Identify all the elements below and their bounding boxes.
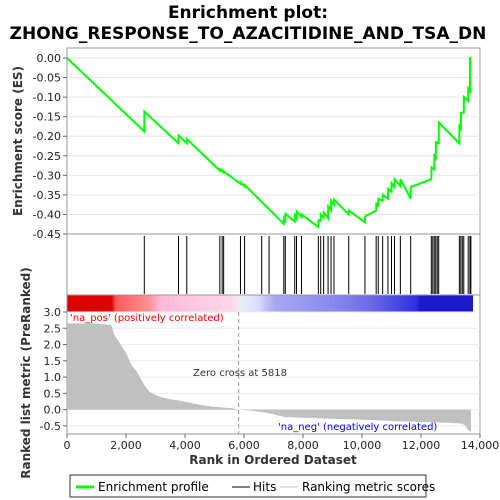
es-tick-label: -0.40 bbox=[33, 208, 61, 221]
es-tick-label: -0.15 bbox=[33, 111, 61, 124]
metric-y-ticks: 3.0 2.5 2.0 1.5 1.0 0.5 0.0 -0.5 bbox=[40, 306, 67, 433]
rank-color-bar-end bbox=[473, 295, 480, 312]
legend-enrichment-label: Enrichment profile bbox=[98, 480, 209, 494]
es-tick-label: -0.30 bbox=[33, 169, 61, 182]
es-panel-frame bbox=[66, 47, 481, 235]
hits-panel-frame bbox=[66, 233, 481, 296]
metric-tick-label: 1.5 bbox=[44, 355, 62, 368]
x-axis-label: Rank in Ordered Dataset bbox=[189, 453, 357, 467]
es-tick-label: -0.25 bbox=[33, 150, 61, 163]
legend: Enrichment profile Hits Ranking metric s… bbox=[69, 474, 435, 498]
es-panel: 0.00 -0.05 -0.10 -0.15 -0.20 -0.25 -0.30 -0.35 -… bbox=[11, 47, 481, 241]
metric-tick-label: 3.0 bbox=[44, 306, 62, 319]
es-y-ticks: 0.00 -0.05 -0.10 -0.15 -0.20 -0.25 -0.30 -0.35 -… bbox=[33, 52, 67, 241]
x-tick-label: 6,000 bbox=[228, 439, 260, 452]
es-tick-label: -0.05 bbox=[33, 72, 61, 85]
es-tick-label: -0.35 bbox=[33, 189, 61, 202]
x-tick-label: 10,000 bbox=[343, 439, 382, 452]
metric-tick-label: 2.0 bbox=[44, 339, 62, 352]
legend-hits-label: Hits bbox=[253, 480, 276, 494]
metric-tick-label: 2.5 bbox=[44, 322, 62, 335]
metric-y-axis-label: Ranked list metric (PreRanked) bbox=[19, 267, 33, 479]
es-y-axis-label: Enrichment score (ES) bbox=[11, 66, 25, 216]
x-tick-label: 12,000 bbox=[402, 439, 441, 452]
es-tick-label: -0.45 bbox=[33, 228, 61, 241]
chart-title-line1: Enrichment plot: bbox=[168, 3, 328, 23]
es-tick-label: -0.20 bbox=[33, 130, 61, 143]
metric-tick-label: 0.0 bbox=[44, 404, 62, 417]
zero-cross-label: Zero cross at 5818 bbox=[193, 368, 287, 379]
rank-color-bar bbox=[67, 295, 473, 312]
es-tick-label: -0.10 bbox=[33, 91, 61, 104]
x-tick-label: 0 bbox=[64, 439, 71, 452]
negative-correlation-label: 'na_neg' (negatively correlated) bbox=[278, 422, 437, 433]
x-tick-label: 14,000 bbox=[461, 439, 500, 452]
metric-panel: 3.0 2.5 2.0 1.5 1.0 0.5 0.0 -0.5 Zero cross at … bbox=[19, 267, 481, 479]
enrichment-profile-line bbox=[66, 57, 472, 229]
metric-tick-label: 1.0 bbox=[44, 371, 62, 384]
positive-correlation-label: 'na_pos' (positively correlated) bbox=[70, 313, 224, 324]
ranking-metric-area bbox=[67, 323, 471, 433]
x-tick-label: 2,000 bbox=[110, 439, 142, 452]
hit-markers bbox=[143, 236, 472, 294]
hits-panel bbox=[66, 233, 481, 296]
metric-tick-label: 0.5 bbox=[44, 387, 62, 400]
metric-tick-label: -0.5 bbox=[40, 420, 61, 433]
legend-box bbox=[69, 474, 427, 498]
x-tick-label: 8,000 bbox=[287, 439, 319, 452]
x-axis-ticks: 0 2,000 4,000 6,000 8,000 10,000 12,000 14,000 bbox=[64, 434, 500, 452]
x-tick-label: 4,000 bbox=[169, 439, 201, 452]
es-tick-label: 0.00 bbox=[37, 52, 62, 65]
legend-metric-label: Ranking metric scores bbox=[302, 480, 435, 494]
chart-title-line2: ZHONG_RESPONSE_TO_AZACITIDINE_AND_TSA_DN bbox=[10, 24, 487, 44]
